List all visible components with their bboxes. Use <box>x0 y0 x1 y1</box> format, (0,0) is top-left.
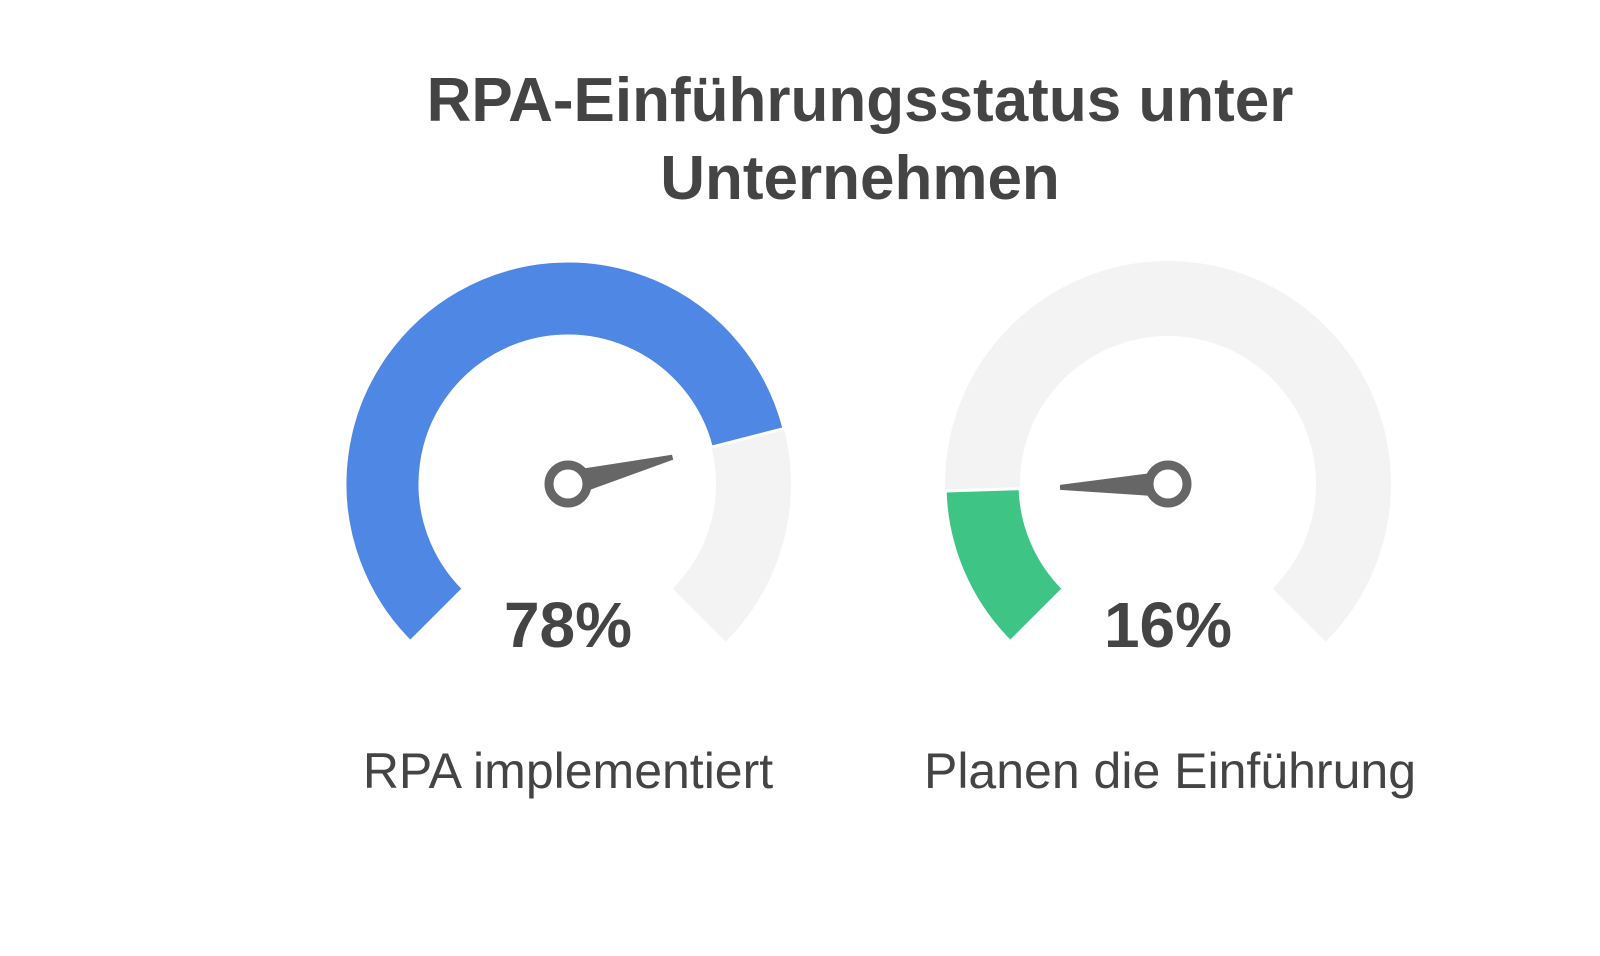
gauge-needle <box>1059 471 1169 497</box>
gauge-value: 16% <box>1104 589 1232 661</box>
gauge-fill <box>343 259 786 644</box>
gauge-fill <box>943 487 1066 644</box>
chart-title: RPA-Einführungsstatus unter Unternehmen <box>340 62 1380 218</box>
gauge-value: 78% <box>504 589 632 661</box>
gauge-needle-hub <box>544 460 592 508</box>
chart-title-line-2: Unternehmen <box>660 144 1060 213</box>
gauge-needle <box>564 454 674 497</box>
gauge-track <box>944 261 1391 642</box>
gauge-planen-die-einfuehrung: 16% Planen die Einführung <box>924 261 1416 799</box>
gauge-label: Planen die Einführung <box>924 743 1416 799</box>
gauge-rpa-implementiert: 78% RPA implementiert <box>343 259 791 799</box>
gauge-label: RPA implementiert <box>363 743 773 799</box>
gauge-needle-hub <box>1144 460 1192 508</box>
chart-title-line-1: RPA-Einführungsstatus unter <box>426 66 1294 135</box>
